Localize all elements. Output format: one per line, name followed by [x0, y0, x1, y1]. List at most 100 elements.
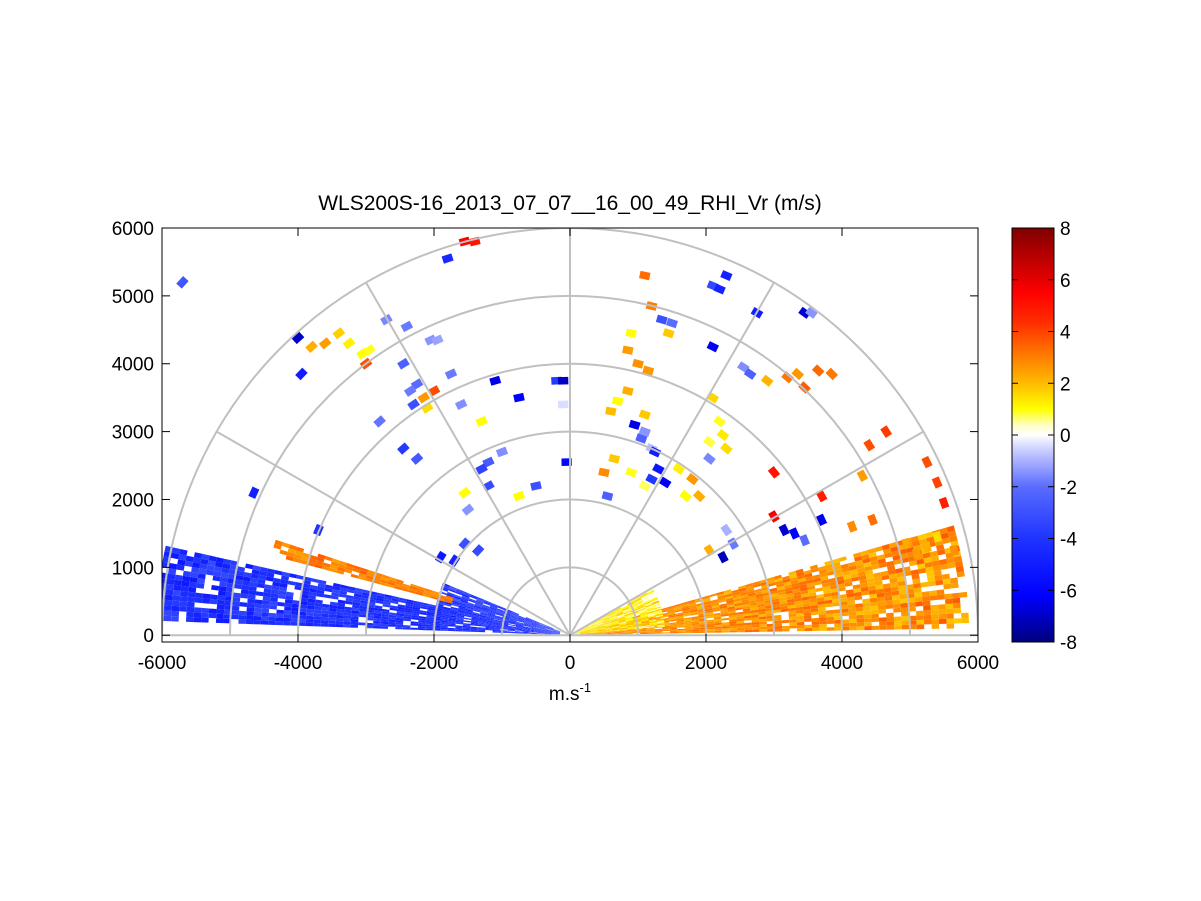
velocity-cell — [182, 570, 192, 577]
velocity-cell — [402, 583, 411, 588]
velocity-cell — [849, 622, 857, 627]
velocity-cell — [772, 606, 781, 611]
velocity-cell — [458, 486, 471, 499]
velocity-cell — [849, 626, 857, 631]
velocity-cell — [374, 605, 383, 609]
velocity-cell — [440, 625, 448, 628]
velocity-cell — [645, 606, 654, 610]
velocity-cell — [767, 626, 775, 630]
velocity-cell — [916, 615, 924, 621]
velocity-cell — [445, 596, 454, 601]
velocity-cell — [691, 617, 699, 621]
velocity-cell — [588, 624, 596, 628]
velocity-cell — [649, 621, 657, 625]
velocity-cell — [329, 604, 338, 609]
velocity-cell — [353, 593, 362, 598]
velocity-cell — [744, 624, 753, 628]
velocity-cell — [208, 613, 217, 619]
velocity-cell — [581, 627, 589, 631]
velocity-cell — [646, 589, 654, 594]
velocity-cell — [448, 588, 456, 593]
velocity-cell — [290, 618, 299, 623]
velocity-cell — [766, 613, 774, 617]
x-axis-label-exponent: -1 — [580, 680, 592, 695]
velocity-cell — [263, 592, 271, 598]
velocity-cell — [735, 607, 743, 611]
velocity-cell — [456, 614, 465, 618]
velocity-cell — [923, 557, 932, 564]
velocity-cell — [524, 621, 532, 625]
velocity-cell — [359, 608, 367, 613]
velocity-cell — [625, 631, 633, 633]
velocity-cell — [667, 609, 675, 613]
velocity-cell — [351, 607, 360, 612]
velocity-cell — [852, 584, 861, 590]
velocity-cell — [236, 570, 245, 577]
velocity-cell — [415, 591, 424, 596]
velocity-cell — [655, 615, 664, 619]
velocity-cell — [915, 601, 924, 607]
velocity-cell — [590, 630, 598, 632]
velocity-cell — [409, 585, 418, 590]
y-tick-label: 4000 — [112, 355, 154, 376]
velocity-cell — [742, 606, 751, 610]
velocity-cell — [826, 570, 835, 576]
velocity-cell — [821, 579, 830, 585]
velocity-cell — [471, 544, 485, 557]
velocity-cell — [336, 605, 345, 610]
velocity-cell — [899, 598, 908, 604]
velocity-cell — [164, 594, 173, 601]
velocity-cell — [811, 611, 819, 616]
velocity-cell — [493, 625, 501, 628]
velocity-cell — [775, 580, 784, 585]
velocity-cell — [818, 607, 826, 612]
velocity-cell — [894, 625, 902, 630]
velocity-cell — [418, 616, 427, 619]
velocity-cell — [786, 595, 795, 600]
velocity-cell — [523, 623, 532, 626]
velocity-cell — [254, 607, 262, 613]
velocity-cell — [876, 554, 886, 560]
velocity-cell — [582, 631, 590, 633]
velocity-cell — [403, 618, 411, 622]
velocity-cell — [507, 632, 515, 634]
velocity-cell — [767, 466, 781, 479]
velocity-cell — [530, 629, 538, 632]
velocity-cell — [488, 610, 496, 614]
velocity-cell — [610, 618, 618, 622]
velocity-cell — [545, 632, 553, 634]
velocity-cell — [711, 603, 720, 607]
velocity-cell — [604, 625, 612, 628]
velocity-cell — [692, 631, 700, 634]
velocity-cell — [781, 619, 790, 624]
velocity-cell — [298, 611, 307, 616]
velocity-cell — [777, 588, 786, 593]
velocity-cell — [525, 617, 533, 621]
velocity-cell — [848, 565, 857, 571]
velocity-cell — [394, 585, 402, 591]
velocity-cell — [347, 589, 355, 594]
velocity-cell — [653, 607, 662, 611]
velocity-cell — [790, 579, 799, 585]
velocity-cell — [929, 595, 938, 601]
velocity-cell — [616, 613, 624, 617]
velocity-cell — [611, 621, 619, 624]
velocity-cell — [860, 582, 868, 588]
velocity-cell — [165, 589, 174, 596]
velocity-cell — [509, 618, 517, 621]
velocity-cell — [768, 510, 780, 523]
velocity-cell — [772, 601, 780, 605]
velocity-cell — [493, 619, 502, 622]
velocity-cell — [669, 622, 677, 625]
velocity-cell — [910, 569, 919, 576]
velocity-cell — [776, 585, 785, 591]
velocity-cell — [640, 613, 648, 617]
velocity-cell — [324, 587, 333, 593]
velocity-cell — [238, 615, 247, 620]
velocity-cell — [729, 621, 737, 625]
velocity-cell — [647, 632, 655, 634]
velocity-cell — [737, 629, 745, 633]
velocity-cell — [788, 610, 797, 615]
velocity-cell — [805, 579, 814, 584]
velocity-cell — [788, 570, 797, 576]
